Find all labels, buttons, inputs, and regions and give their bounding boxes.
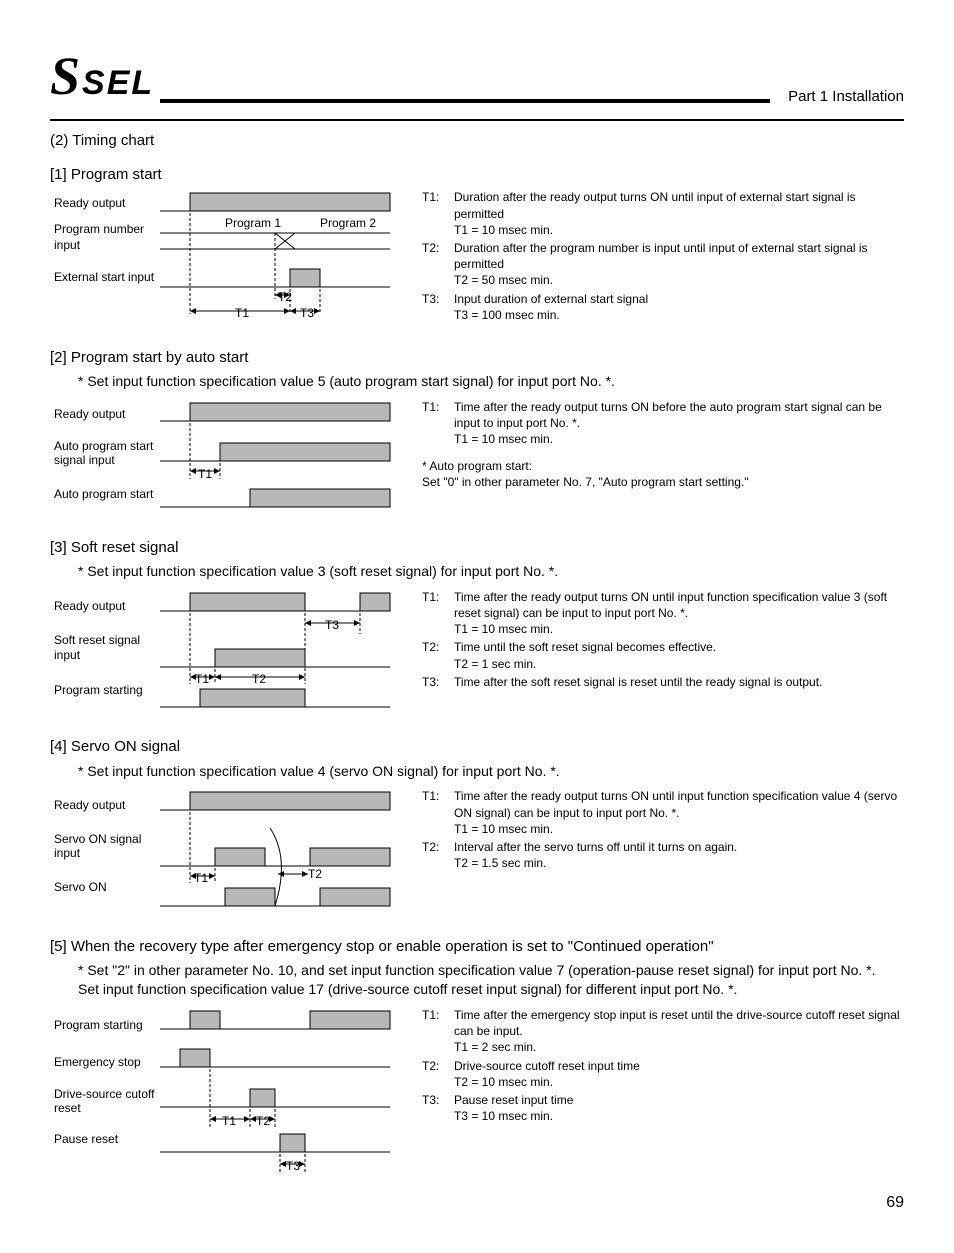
- timing-chart-4: T1 T2: [160, 788, 400, 918]
- section-5-note: * Set "2" in other parameter No. 10, and…: [78, 961, 904, 999]
- svg-text:T3: T3: [325, 618, 339, 632]
- svg-text:T1: T1: [195, 672, 209, 686]
- logo-s: S: [50, 40, 78, 113]
- signal-label: Auto program start: [50, 477, 160, 511]
- logo-sel: SEL: [82, 61, 154, 107]
- page-number: 69: [50, 1192, 904, 1214]
- section-5-title: [5] When the recovery type after emergen…: [50, 937, 904, 957]
- signal-label: Program number input: [50, 217, 160, 257]
- section-2-row: Ready output Auto program start signal i…: [50, 399, 904, 524]
- signal-label: Drive-source cutoff reset: [50, 1081, 160, 1121]
- signal-label: Pause reset: [50, 1121, 160, 1157]
- svg-text:T1: T1: [235, 306, 249, 320]
- logo: S SEL: [50, 40, 154, 113]
- signal-label: Ready output: [50, 589, 160, 623]
- page-header: S SEL Part 1 Installation: [50, 40, 904, 113]
- section-5-desc: T1:Time after the emergency stop input i…: [422, 1007, 904, 1126]
- section-2-note: * Set input function specification value…: [78, 372, 904, 391]
- svg-text:T1: T1: [194, 871, 208, 885]
- svg-text:T2: T2: [256, 1114, 270, 1128]
- header-rule: [50, 119, 904, 121]
- chart-label: Program 2: [320, 216, 376, 230]
- section-4-note: * Set input function specification value…: [78, 762, 904, 781]
- signal-label: Program starting: [50, 673, 160, 707]
- section-3-title: [3] Soft reset signal: [50, 538, 904, 558]
- main-heading: (2) Timing chart: [50, 131, 904, 151]
- section-2-title: [2] Program start by auto start: [50, 348, 904, 368]
- chart-label: Program 1: [225, 216, 281, 230]
- signal-label: Emergency stop: [50, 1043, 160, 1081]
- section-4-row: Ready output Servo ON signal input Servo…: [50, 788, 904, 923]
- svg-text:T2: T2: [308, 867, 322, 881]
- timing-chart-2: T1: [160, 399, 400, 519]
- svg-text:T3: T3: [300, 306, 314, 320]
- signal-label: Ready output: [50, 788, 160, 822]
- section-5-row: Program starting Emergency stop Drive-so…: [50, 1007, 904, 1182]
- timing-chart-5: T1 T2 T3: [160, 1007, 400, 1177]
- section-1-desc: T1:Duration after the ready output turns…: [422, 189, 904, 325]
- section-3-desc: T1:Time after the ready output turns ON …: [422, 589, 904, 692]
- signal-label: Servo ON signal input: [50, 822, 160, 870]
- part-title: Part 1 Installation: [788, 87, 904, 107]
- section-1-row: Ready output Program number input Extern…: [50, 189, 904, 334]
- section-2-desc: T1:Time after the ready output turns ON …: [422, 399, 904, 490]
- timing-chart-1: Program 1 Program 2: [160, 189, 400, 329]
- section-4-title: [4] Servo ON signal: [50, 737, 904, 757]
- svg-text:T3: T3: [286, 1159, 300, 1173]
- svg-text:T1: T1: [222, 1114, 236, 1128]
- section-1-title: [1] Program start: [50, 165, 904, 185]
- svg-text:T2: T2: [252, 672, 266, 686]
- logo-rule: [160, 99, 770, 103]
- section-4-desc: T1:Time after the ready output turns ON …: [422, 788, 904, 873]
- svg-text:T1: T1: [198, 467, 212, 481]
- signal-label: External start input: [50, 257, 160, 297]
- signal-label: Ready output: [50, 189, 160, 217]
- signal-label: Program starting: [50, 1007, 160, 1043]
- section-3-note: * Set input function specification value…: [78, 562, 904, 581]
- signal-label: Ready output: [50, 399, 160, 429]
- section-2-extra-note: * Auto program start: Set "0" in other p…: [422, 458, 904, 490]
- signal-label: Auto program start signal input: [50, 429, 160, 477]
- signal-label: Soft reset signal input: [50, 623, 160, 673]
- timing-chart-3: T1 T2 T3: [160, 589, 400, 719]
- section-3-row: Ready output Soft reset signal input Pro…: [50, 589, 904, 724]
- signal-label: Servo ON: [50, 870, 160, 904]
